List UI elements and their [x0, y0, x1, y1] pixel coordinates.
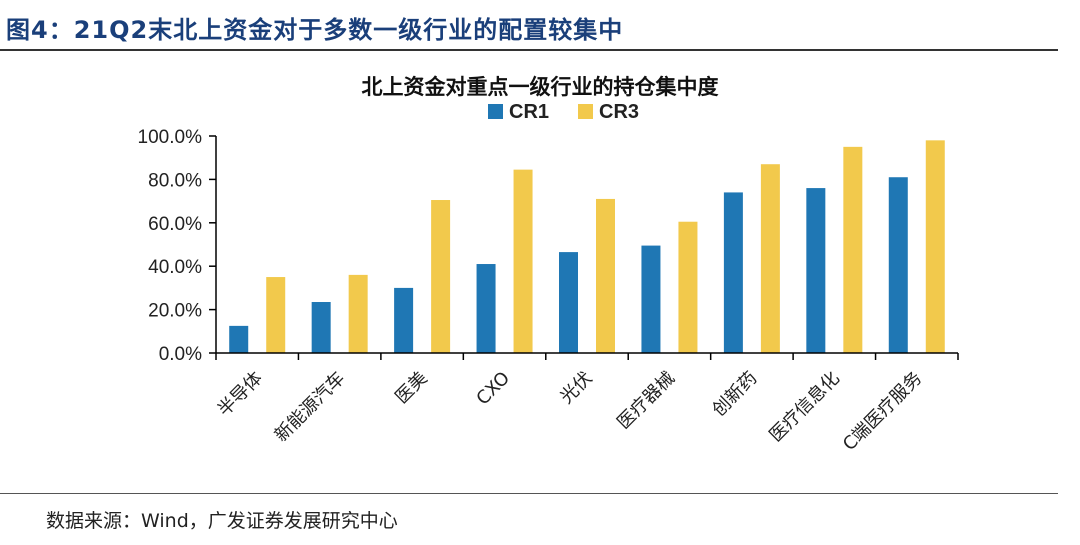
bar-cr1-医疗信息化 — [806, 188, 826, 353]
x-category-label: 医美 — [391, 368, 431, 408]
legend-swatch-cr3 — [578, 104, 593, 119]
y-tick-label: 80.0% — [148, 170, 202, 191]
y-tick-label: 20.0% — [148, 301, 202, 322]
x-category-label: 光伏 — [556, 368, 596, 408]
bar-cr3-光伏 — [596, 198, 615, 353]
bar-cr3-C端医疗服务 — [925, 140, 945, 353]
bar-cr3-创新药 — [760, 164, 780, 353]
y-tick-label: 100.0% — [138, 127, 203, 148]
bars — [229, 140, 945, 353]
bar-cr1-C端医疗服务 — [888, 177, 908, 353]
bar-cr1-光伏 — [559, 252, 578, 353]
y-axis: 0.0% 20.0% 40.0% 60.0% 80.0% 100.0% — [138, 127, 217, 365]
chart-legend: CR1 CR3 — [488, 101, 639, 123]
bar-cr1-创新药 — [723, 192, 743, 353]
bar-cr3-半导体 — [266, 277, 286, 353]
legend-label-cr3: CR3 — [599, 101, 639, 123]
x-category-label: CXO — [472, 368, 514, 410]
bar-cr3-CXO — [513, 169, 533, 353]
bar-cr1-医疗器械 — [641, 245, 661, 353]
legend-label-cr1: CR1 — [509, 101, 549, 123]
top-divider — [0, 49, 1058, 51]
x-category-label: 新能源汽车 — [271, 368, 349, 446]
bar-cr3-新能源汽车 — [348, 274, 368, 353]
legend-swatch-cr1 — [488, 104, 503, 119]
x-category-label: 半导体 — [214, 368, 267, 421]
bar-cr1-医美 — [394, 287, 414, 353]
x-category-label: 创新药 — [708, 368, 761, 421]
bar-cr1-新能源汽车 — [311, 302, 331, 353]
bar-cr1-CXO — [476, 264, 496, 353]
x-category-label: C端医疗服务 — [839, 368, 926, 455]
bar-chart: 北上资金对重点一级行业的持仓集中度 CR1 CR3 0.0% 20.0% 40.0% 6… — [138, 75, 959, 455]
bar-cr1-半导体 — [229, 325, 249, 353]
figure-title: 图4：21Q2末北上资金对于多数一级行业的配置较集中 — [6, 16, 624, 44]
bar-cr3-医美 — [431, 200, 451, 353]
x-category-label: 医疗器械 — [613, 368, 679, 434]
y-tick-label: 40.0% — [148, 257, 202, 278]
y-tick-label: 60.0% — [148, 214, 202, 235]
x-category-label: 医疗信息化 — [765, 368, 843, 446]
y-tick-label: 0.0% — [159, 344, 202, 365]
bottom-divider — [0, 493, 1058, 494]
source-note: 数据来源：Wind，广发证券发展研究中心 — [46, 510, 398, 532]
chart-title: 北上资金对重点一级行业的持仓集中度 — [362, 75, 719, 99]
bar-cr3-医疗信息化 — [843, 146, 863, 353]
bar-cr3-医疗器械 — [678, 221, 698, 353]
